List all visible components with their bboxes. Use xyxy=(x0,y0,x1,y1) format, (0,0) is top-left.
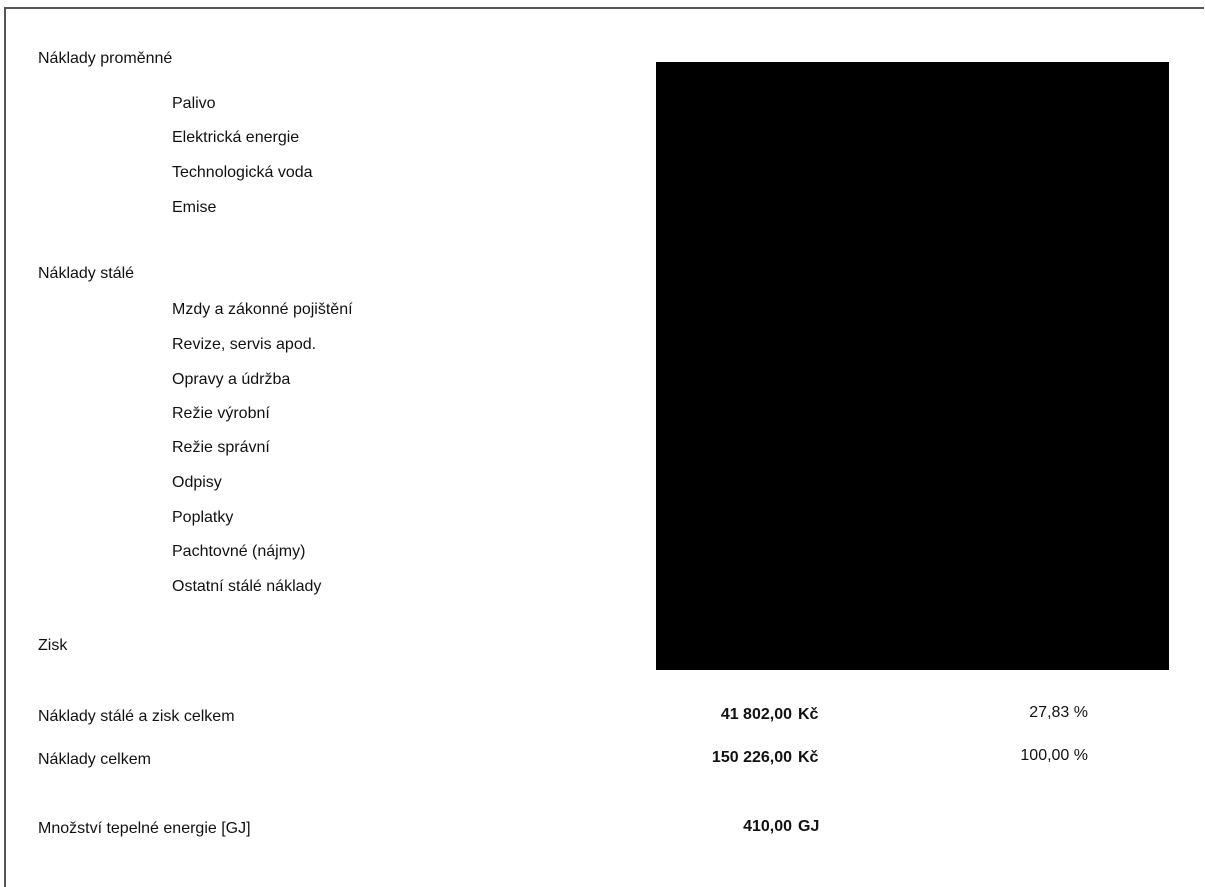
variable-cost-item: Emise xyxy=(172,199,217,216)
fixed-cost-item: Režie správní xyxy=(172,439,270,456)
summary-label-fixed-and-profit: Náklady stálé a zisk celkem xyxy=(38,708,235,725)
variable-cost-item: Palivo xyxy=(172,95,216,112)
fixed-cost-item: Opravy a údržba xyxy=(172,371,291,388)
heat-energy-unit: GJ xyxy=(798,818,820,835)
variable-cost-item: Elektrická energie xyxy=(172,129,300,146)
summary-unit-fixed-and-profit: Kč xyxy=(798,706,819,723)
fixed-costs-heading: Náklady stálé xyxy=(38,265,135,282)
summary-amount-fixed-and-profit: 41 802,00 xyxy=(720,706,792,723)
summary-percent-total: 100,00 % xyxy=(1020,747,1088,764)
fixed-cost-item: Mzdy a zákonné pojištění xyxy=(172,301,353,318)
summary-amount-total: 150 226,00 xyxy=(711,749,792,766)
heat-energy-label: Množství tepelné energie [GJ] xyxy=(38,820,251,837)
heat-energy-amount: 410,00 xyxy=(743,818,792,835)
variable-costs-heading: Náklady proměnné xyxy=(38,50,173,67)
fixed-cost-item: Ostatní stálé náklady xyxy=(172,578,322,595)
summary-unit-total: Kč xyxy=(798,749,819,766)
summary-percent-fixed-and-profit: 27,83 % xyxy=(1029,704,1088,721)
fixed-cost-item: Odpisy xyxy=(172,474,222,491)
summary-label-total: Náklady celkem xyxy=(38,751,151,768)
profit-label: Zisk xyxy=(38,637,68,654)
fixed-cost-item: Režie výrobní xyxy=(172,405,270,422)
page-frame xyxy=(4,7,1204,887)
fixed-cost-item: Poplatky xyxy=(172,509,234,526)
redaction-block xyxy=(656,62,1169,670)
variable-cost-item: Technologická voda xyxy=(172,164,313,181)
fixed-cost-item: Revize, servis apod. xyxy=(172,336,317,353)
fixed-cost-item: Pachtovné (nájmy) xyxy=(172,543,306,560)
